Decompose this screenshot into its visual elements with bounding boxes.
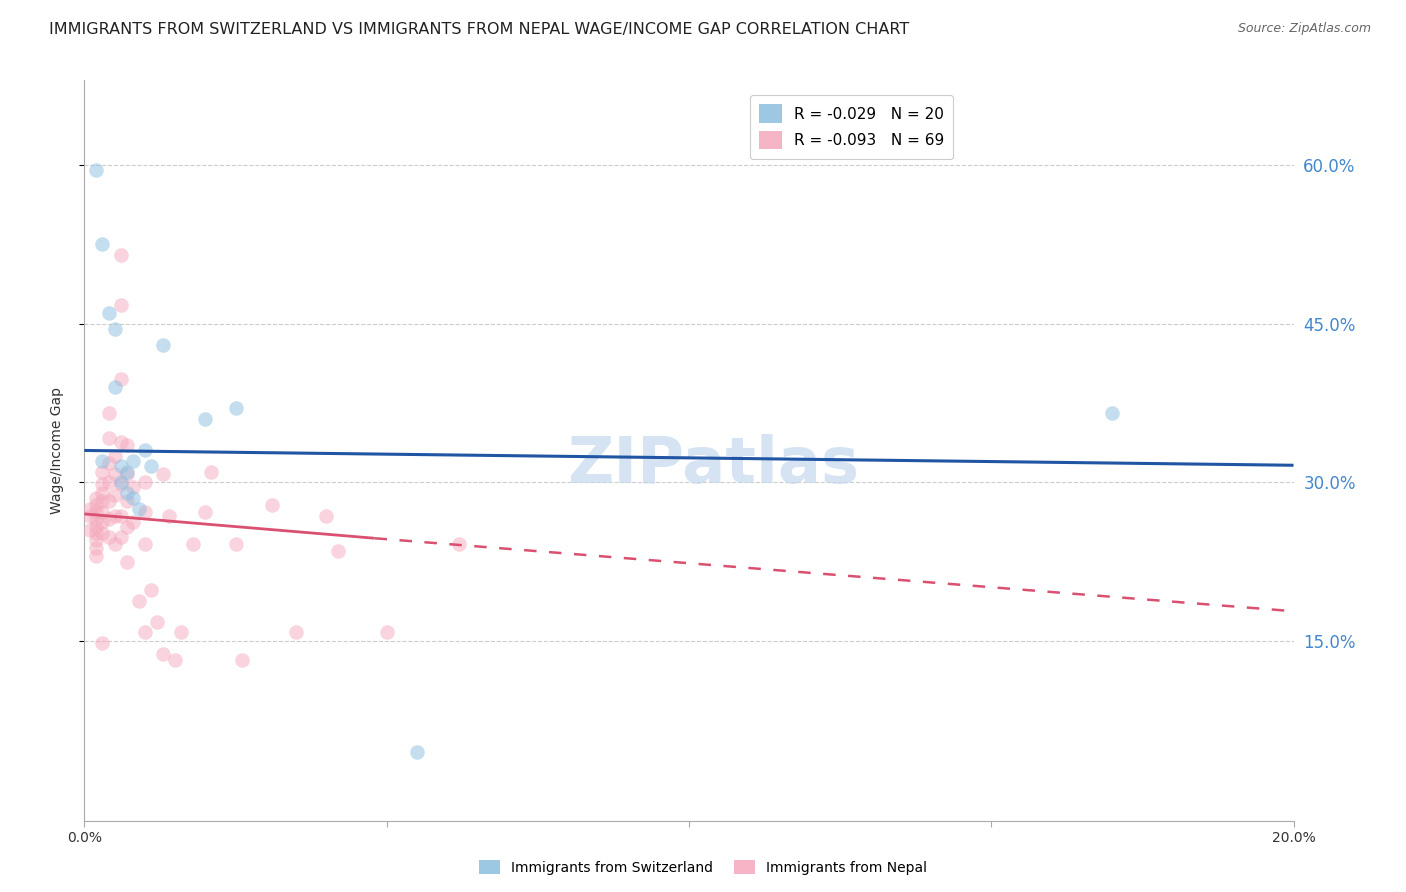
- Point: [200, 465, 222, 479]
- Point: [86, 541, 108, 555]
- Point: [165, 653, 187, 667]
- Point: [1101, 407, 1123, 421]
- Point: [104, 380, 127, 394]
- Point: [91, 636, 114, 650]
- Point: [110, 459, 132, 474]
- Point: [110, 435, 132, 450]
- Point: [97, 530, 120, 544]
- Point: [91, 477, 114, 491]
- Point: [86, 163, 108, 178]
- Point: [91, 237, 114, 252]
- Point: [86, 549, 108, 564]
- Text: ZIPatlas: ZIPatlas: [567, 434, 859, 496]
- Point: [115, 438, 138, 452]
- Y-axis label: Wage/Income Gap: Wage/Income Gap: [49, 387, 63, 514]
- Point: [86, 491, 108, 505]
- Legend: Immigrants from Switzerland, Immigrants from Nepal: Immigrants from Switzerland, Immigrants …: [474, 855, 932, 880]
- Point: [121, 481, 143, 495]
- Text: Source: ZipAtlas.com: Source: ZipAtlas.com: [1237, 22, 1371, 36]
- Point: [104, 467, 127, 481]
- Point: [134, 625, 156, 640]
- Point: [115, 494, 138, 508]
- Point: [91, 525, 114, 540]
- Point: [157, 509, 180, 524]
- Point: [152, 337, 174, 351]
- Point: [115, 467, 138, 481]
- Point: [110, 371, 132, 385]
- Point: [139, 459, 162, 474]
- Point: [115, 485, 138, 500]
- Point: [91, 494, 114, 508]
- Point: [97, 456, 120, 470]
- Point: [225, 401, 247, 416]
- Point: [110, 477, 132, 491]
- Point: [152, 467, 174, 481]
- Point: [79, 501, 101, 516]
- Point: [104, 488, 127, 502]
- Point: [115, 465, 138, 479]
- Point: [86, 525, 108, 540]
- Point: [139, 583, 162, 598]
- Point: [231, 653, 253, 667]
- Point: [91, 505, 114, 519]
- Point: [91, 485, 114, 500]
- Point: [375, 625, 398, 640]
- Point: [128, 501, 150, 516]
- Point: [170, 625, 193, 640]
- Point: [97, 475, 120, 490]
- Point: [194, 411, 217, 425]
- Point: [152, 647, 174, 661]
- Point: [146, 615, 169, 629]
- Point: [79, 523, 101, 537]
- Point: [110, 509, 132, 524]
- Point: [128, 593, 150, 607]
- Point: [121, 516, 143, 530]
- Point: [91, 516, 114, 530]
- Point: [194, 505, 217, 519]
- Point: [97, 407, 120, 421]
- Point: [104, 509, 127, 524]
- Point: [91, 454, 114, 468]
- Point: [110, 297, 132, 311]
- Text: IMMIGRANTS FROM SWITZERLAND VS IMMIGRANTS FROM NEPAL WAGE/INCOME GAP CORRELATION: IMMIGRANTS FROM SWITZERLAND VS IMMIGRANT…: [49, 22, 910, 37]
- Point: [134, 443, 156, 458]
- Point: [134, 475, 156, 490]
- Point: [97, 512, 120, 526]
- Point: [134, 536, 156, 550]
- Point: [86, 519, 108, 533]
- Point: [86, 499, 108, 513]
- Point: [104, 536, 127, 550]
- Point: [110, 530, 132, 544]
- Legend: R = -0.029   N = 20, R = -0.093   N = 69: R = -0.029 N = 20, R = -0.093 N = 69: [749, 95, 953, 159]
- Point: [86, 505, 108, 519]
- Point: [110, 248, 132, 262]
- Point: [315, 509, 337, 524]
- Point: [97, 494, 120, 508]
- Point: [104, 449, 127, 463]
- Point: [86, 512, 108, 526]
- Point: [91, 465, 114, 479]
- Point: [328, 544, 350, 558]
- Point: [115, 554, 138, 569]
- Point: [260, 499, 283, 513]
- Point: [225, 536, 247, 550]
- Point: [134, 505, 156, 519]
- Point: [86, 533, 108, 548]
- Point: [110, 475, 132, 490]
- Point: [121, 454, 143, 468]
- Point: [406, 745, 429, 759]
- Point: [97, 306, 120, 320]
- Point: [97, 431, 120, 445]
- Point: [181, 536, 204, 550]
- Point: [104, 322, 127, 336]
- Point: [449, 536, 471, 550]
- Point: [79, 509, 101, 524]
- Point: [115, 519, 138, 533]
- Point: [285, 625, 308, 640]
- Point: [121, 491, 143, 505]
